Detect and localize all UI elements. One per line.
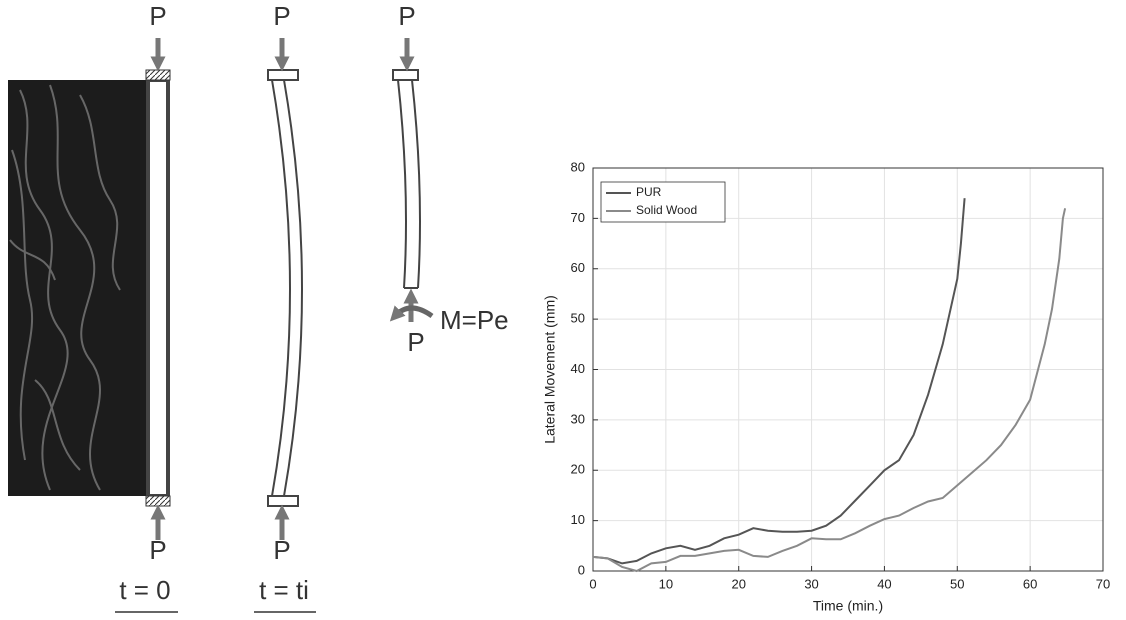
y-tick-label: 60 (571, 260, 585, 275)
moment-label: M=Pe (440, 305, 509, 335)
x-tick-label: 70 (1096, 576, 1110, 591)
load-label: P (273, 1, 290, 31)
x-tick-label: 20 (731, 576, 745, 591)
stage-label: t = 0 (119, 575, 170, 605)
load-label: P (149, 1, 166, 31)
x-tick-label: 60 (1023, 576, 1037, 591)
y-tick-label: 40 (571, 361, 585, 376)
column (145, 38, 171, 540)
column (267, 38, 303, 540)
fire (8, 80, 146, 496)
legend-label: Solid Wood (636, 203, 697, 217)
load-label: P (273, 535, 290, 565)
y-tick-label: 0 (578, 562, 585, 577)
x-axis-label: Time (min.) (813, 598, 883, 614)
x-tick-label: 30 (804, 576, 818, 591)
line (592, 208, 1067, 573)
y-tick-label: 80 (571, 159, 585, 174)
x-tick-label: 0 (589, 576, 596, 591)
legend-box (600, 181, 726, 223)
line (592, 198, 966, 565)
load-label: P (398, 1, 415, 31)
chart: 0 10 20 30 40 50 60 70 0 10 20 30 40 50 60 70 80 Time (mi… (542, 159, 1111, 613)
x-tick-label: 10 (659, 576, 673, 591)
y-tick-label: 20 (571, 462, 585, 477)
y-tick-label: 10 (571, 512, 585, 527)
y-tick-label: 50 (571, 311, 585, 326)
diagram-labels: P P P P P P M=Pe t = 0 t = ti (115, 1, 509, 613)
y-axis-label: Lateral Movement (mm) (542, 295, 558, 444)
stage-label: t = ti (259, 575, 309, 605)
load-label: P (149, 535, 166, 565)
y-tick-label: 30 (571, 411, 585, 426)
legend-label: PUR (636, 185, 662, 199)
load-label: P (407, 327, 424, 357)
y-tick-label: 70 (571, 210, 585, 225)
x-tick-label: 50 (950, 576, 964, 591)
plot-frame (592, 167, 1104, 572)
x-tick-label: 40 (877, 576, 891, 591)
column (389, 38, 434, 322)
